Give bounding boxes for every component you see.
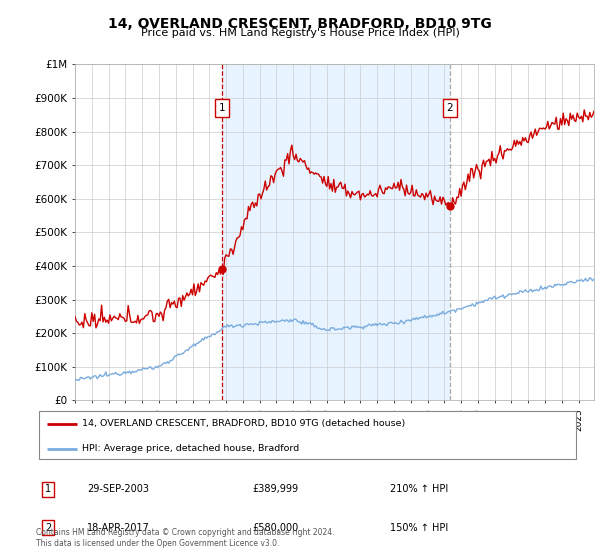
Text: 1: 1 [45, 484, 51, 494]
Text: Contains HM Land Registry data © Crown copyright and database right 2024.
This d: Contains HM Land Registry data © Crown c… [36, 528, 335, 548]
Text: 210% ↑ HPI: 210% ↑ HPI [390, 484, 448, 494]
Text: £580,000: £580,000 [252, 522, 298, 533]
Text: 14, OVERLAND CRESCENT, BRADFORD, BD10 9TG: 14, OVERLAND CRESCENT, BRADFORD, BD10 9T… [108, 17, 492, 31]
Bar [222, 64, 450, 400]
Text: 2: 2 [446, 103, 453, 113]
Text: 150% ↑ HPI: 150% ↑ HPI [390, 522, 448, 533]
Text: £389,999: £389,999 [252, 484, 298, 494]
Text: 2: 2 [45, 522, 51, 533]
Text: 29-SEP-2003: 29-SEP-2003 [87, 484, 149, 494]
Text: 14, OVERLAND CRESCENT, BRADFORD, BD10 9TG (detached house): 14, OVERLAND CRESCENT, BRADFORD, BD10 9T… [82, 419, 406, 428]
Text: HPI: Average price, detached house, Bradford: HPI: Average price, detached house, Brad… [82, 444, 299, 453]
FancyBboxPatch shape [39, 412, 576, 459]
Text: 1: 1 [218, 103, 225, 113]
Text: 18-APR-2017: 18-APR-2017 [87, 522, 150, 533]
Text: Price paid vs. HM Land Registry's House Price Index (HPI): Price paid vs. HM Land Registry's House … [140, 28, 460, 38]
